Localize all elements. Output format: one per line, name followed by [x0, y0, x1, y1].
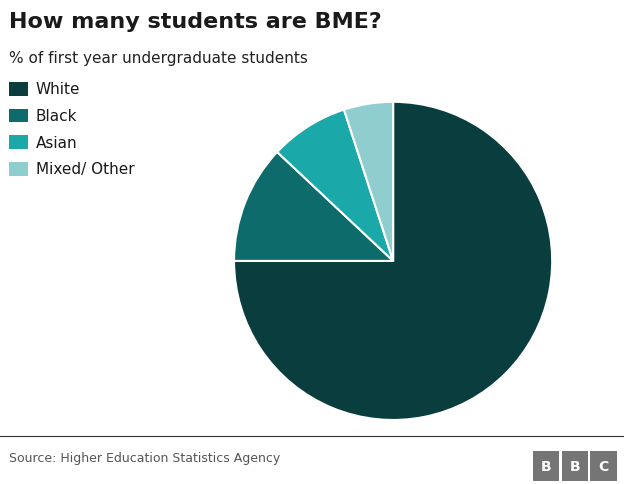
- Wedge shape: [234, 103, 552, 420]
- Text: Black: Black: [36, 109, 77, 123]
- Wedge shape: [234, 152, 393, 261]
- Wedge shape: [277, 110, 393, 261]
- Text: B: B: [569, 459, 580, 472]
- Text: Asian: Asian: [36, 136, 77, 150]
- Text: Mixed/ Other: Mixed/ Other: [36, 162, 134, 177]
- Wedge shape: [344, 103, 393, 261]
- Text: White: White: [36, 82, 80, 97]
- Text: C: C: [598, 459, 608, 472]
- Text: % of first year undergraduate students: % of first year undergraduate students: [9, 51, 308, 66]
- Text: Source: Higher Education Statistics Agency: Source: Higher Education Statistics Agen…: [9, 451, 281, 464]
- Text: How many students are BME?: How many students are BME?: [9, 12, 382, 32]
- Text: B: B: [540, 459, 552, 472]
